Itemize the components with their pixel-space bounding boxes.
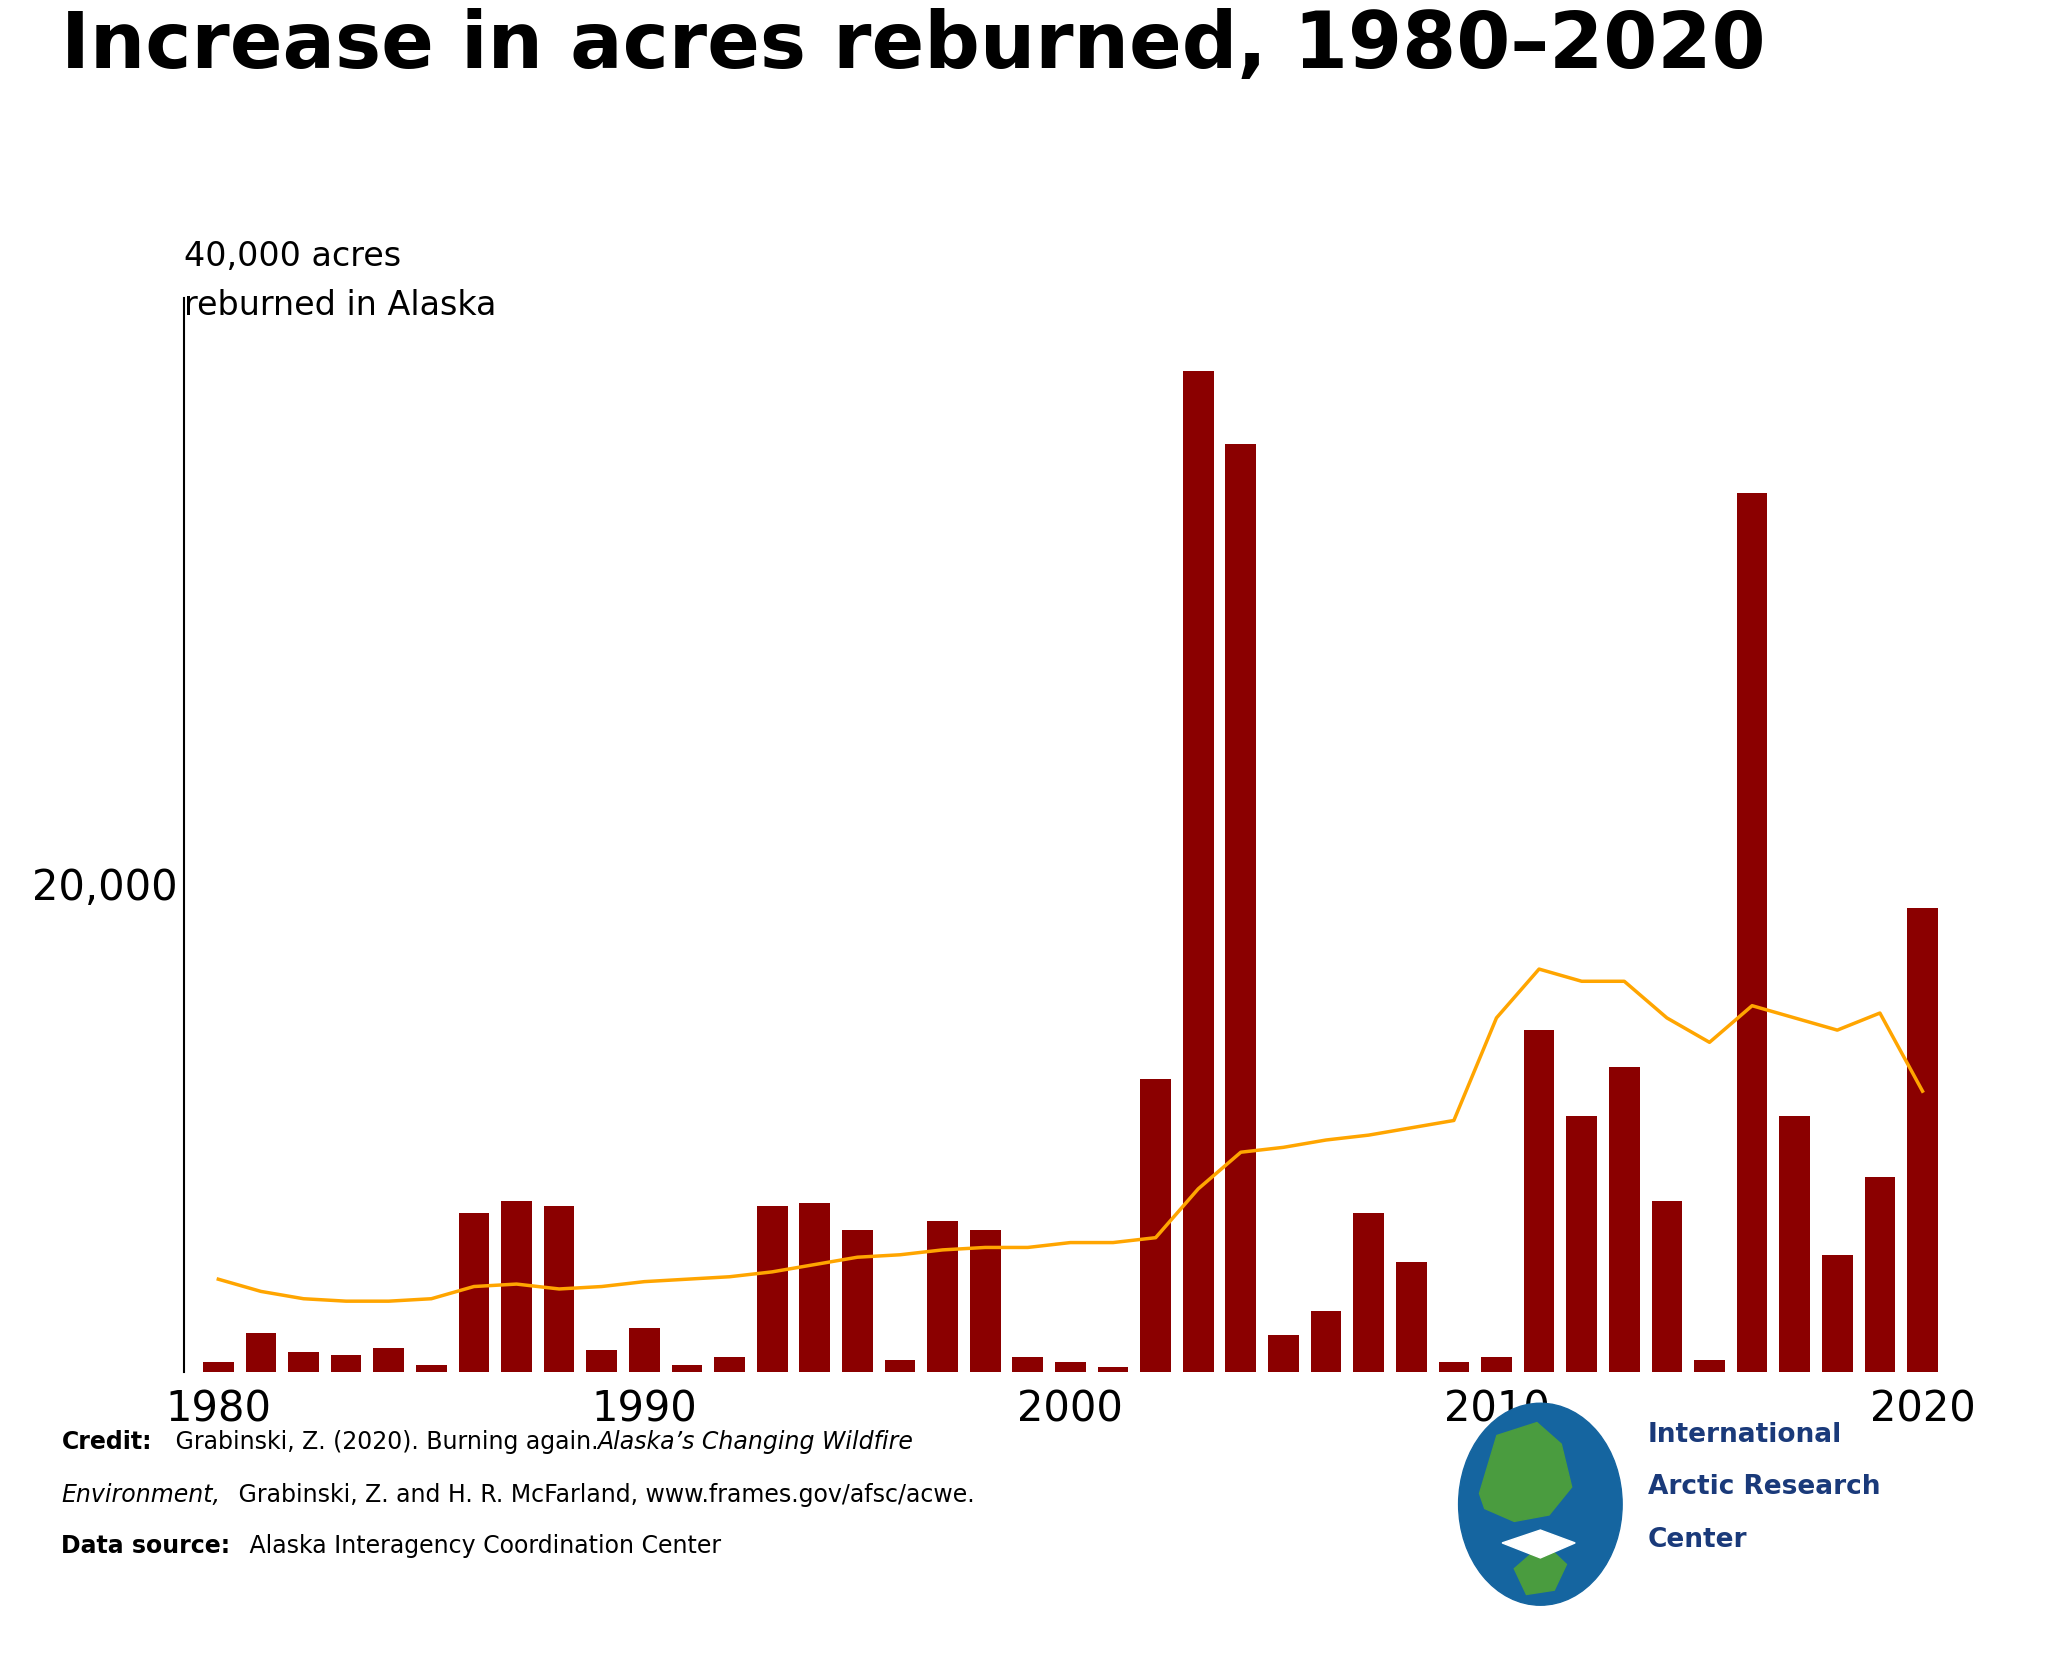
Bar: [1267, 1336, 1298, 1372]
Bar: [585, 1351, 616, 1372]
Bar: [1013, 1357, 1044, 1372]
Bar: [1439, 1362, 1470, 1372]
Bar: [1054, 1362, 1085, 1372]
Circle shape: [1460, 1403, 1621, 1605]
Text: Alaska Interagency Coordination Center: Alaska Interagency Coordination Center: [242, 1534, 721, 1559]
Bar: [970, 1230, 1001, 1372]
Bar: [1822, 1255, 1853, 1372]
Bar: [1226, 445, 1257, 1372]
Bar: [1140, 1079, 1171, 1372]
Bar: [1566, 1116, 1597, 1372]
Bar: [714, 1357, 745, 1372]
Polygon shape: [1480, 1423, 1572, 1521]
Bar: [246, 1332, 276, 1372]
Bar: [628, 1327, 659, 1372]
Bar: [416, 1365, 446, 1372]
Polygon shape: [1502, 1531, 1574, 1557]
Bar: [1097, 1367, 1128, 1372]
Bar: [841, 1230, 872, 1372]
Text: International: International: [1648, 1422, 1842, 1448]
Bar: [1183, 370, 1214, 1372]
Polygon shape: [1515, 1542, 1566, 1595]
Bar: [373, 1347, 403, 1372]
Bar: [927, 1220, 958, 1372]
Text: Center: Center: [1648, 1527, 1748, 1554]
Bar: [1609, 1066, 1640, 1372]
Bar: [1310, 1311, 1341, 1372]
Bar: [332, 1355, 362, 1372]
Bar: [1396, 1263, 1427, 1372]
Bar: [1779, 1116, 1810, 1372]
Text: Grabinski, Z. and H. R. McFarland, www.frames.gov/afsc/acwe.: Grabinski, Z. and H. R. McFarland, www.f…: [231, 1483, 974, 1508]
Bar: [884, 1360, 915, 1372]
Text: reburned in Alaska: reburned in Alaska: [184, 289, 497, 322]
Text: Arctic Research: Arctic Research: [1648, 1474, 1881, 1501]
Bar: [1908, 907, 1939, 1372]
Text: Grabinski, Z. (2020). Burning again.: Grabinski, Z. (2020). Burning again.: [168, 1430, 606, 1455]
Text: Data source:: Data source:: [61, 1534, 231, 1559]
Bar: [1482, 1357, 1513, 1372]
Bar: [1353, 1213, 1384, 1372]
Text: Credit:: Credit:: [61, 1430, 151, 1455]
Bar: [800, 1203, 831, 1372]
Text: 40,000 acres: 40,000 acres: [184, 240, 401, 273]
Bar: [545, 1207, 575, 1372]
Bar: [671, 1365, 702, 1372]
Text: Increase in acres reburned, 1980–2020: Increase in acres reburned, 1980–2020: [61, 8, 1767, 84]
Bar: [289, 1352, 319, 1372]
Bar: [1865, 1177, 1896, 1372]
Bar: [459, 1213, 489, 1372]
Bar: [1736, 493, 1767, 1372]
Bar: [502, 1202, 532, 1372]
Text: Environment,: Environment,: [61, 1483, 221, 1508]
Text: Alaska’s Changing Wildfire: Alaska’s Changing Wildfire: [598, 1430, 913, 1455]
Bar: [757, 1207, 788, 1372]
Bar: [203, 1362, 233, 1372]
Bar: [1523, 1030, 1554, 1372]
Bar: [1695, 1360, 1726, 1372]
Bar: [1652, 1202, 1683, 1372]
